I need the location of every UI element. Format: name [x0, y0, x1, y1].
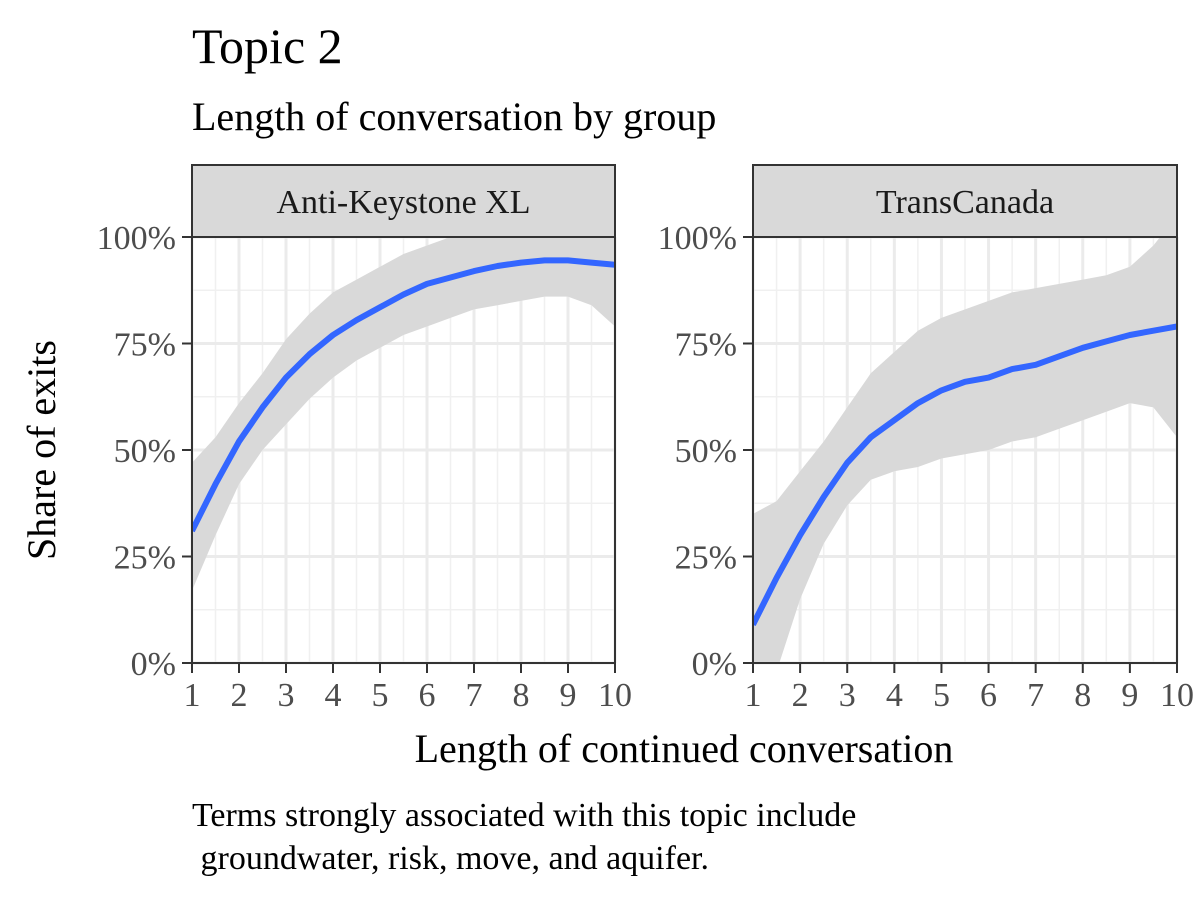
y-axis-title: Share of exits [19, 340, 64, 560]
x-tick-label: 6 [980, 677, 997, 714]
y-tick-label: 50% [114, 433, 176, 470]
y-tick-label: 50% [675, 433, 737, 470]
series-line [753, 323, 1177, 627]
x-axis-title: Length of continued conversation [415, 726, 954, 771]
y-tick-label: 100% [97, 220, 176, 257]
panel-1: Anti-Keystone XL 0% 25% 50% 75% 100% 1 2 3 4 5 6 7 8 9… [97, 164, 632, 714]
x-tick-label: 5 [372, 677, 389, 714]
x-tick-label: 1 [745, 677, 762, 714]
x-tick-label: 3 [839, 677, 856, 714]
y-tick-label: 0% [692, 646, 737, 683]
confidence-band [753, 237, 1177, 663]
y-tick-label: 25% [675, 540, 737, 577]
x-tick-label: 2 [231, 677, 248, 714]
y-tick-label: 75% [675, 327, 737, 364]
panel-2: TransCanada 0% 25% 50% 75% 100% 1 2 3 4 5 6 7 8 9 10 [658, 164, 1194, 714]
x-tick-label: 8 [1074, 677, 1091, 714]
caption-line-2: groundwater, risk, move, and aquifer. [192, 840, 709, 877]
x-tick-label: 1 [184, 677, 201, 714]
x-tick-label: 5 [933, 677, 950, 714]
x-tick-label: 6 [419, 677, 436, 714]
x-tick-label: 10 [1160, 677, 1194, 714]
y-tick-label: 75% [114, 327, 176, 364]
x-tick-label: 7 [1027, 677, 1044, 714]
facet-strip [191, 164, 616, 238]
caption: Terms strongly associated with this topi… [192, 797, 856, 877]
panels-layer: Anti-Keystone XL0%25%50%75%100%1 2 3 4 5 6 7 8 9… [97, 164, 1194, 714]
chart-subtitle: Length of conversation by group [192, 94, 716, 139]
facet-strip-label: Anti-Keystone XL [276, 184, 530, 221]
x-tick-label: 7 [466, 677, 483, 714]
caption-line-1: Terms strongly associated with this topi… [192, 797, 856, 834]
confidence-band [192, 237, 615, 591]
series-line [192, 257, 615, 533]
x-tick-label: 4 [325, 677, 342, 714]
x-tick-label: 9 [560, 677, 577, 714]
y-tick-label: 25% [114, 540, 176, 577]
y-tick-label: 100% [658, 220, 737, 257]
x-tick-label: 4 [886, 677, 903, 714]
y-tick-label: 0% [131, 646, 176, 683]
facet-strip-label: TransCanada [876, 184, 1054, 221]
facet-strip [752, 164, 1178, 238]
x-tick-label: 10 [598, 677, 632, 714]
x-tick-label: 8 [513, 677, 530, 714]
x-tick-label: 9 [1121, 677, 1138, 714]
chart-title: Topic 2 [192, 18, 343, 74]
x-tick-label: 3 [278, 677, 295, 714]
x-tick-label: 2 [792, 677, 809, 714]
